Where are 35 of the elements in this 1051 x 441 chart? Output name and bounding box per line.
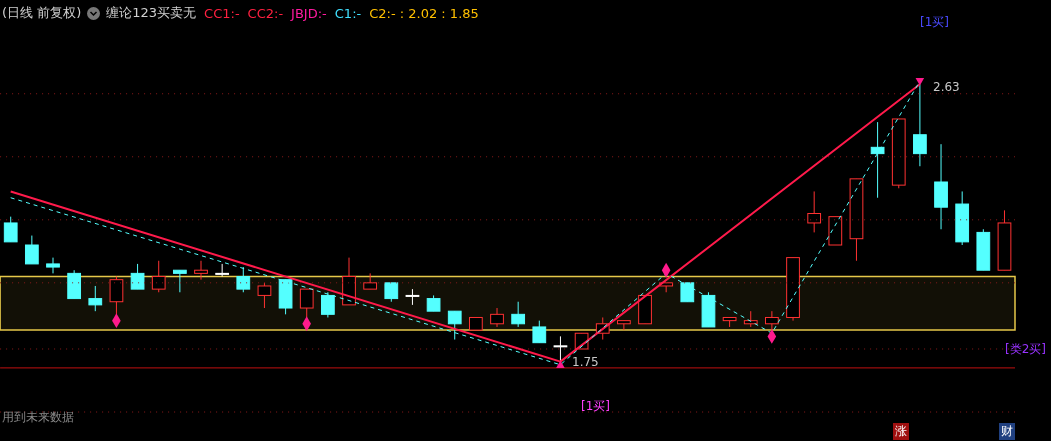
candlestick [130, 263, 145, 290]
candlestick [447, 310, 462, 341]
chart-title: (日线 前复权) [2, 4, 82, 22]
candlestick [24, 235, 39, 265]
candlestick [236, 266, 251, 293]
candlestick [46, 257, 60, 274]
candlestick [617, 320, 631, 331]
text: 用到未来数据 [2, 409, 74, 426]
text: JBJD:- [291, 5, 327, 21]
candlestick [172, 269, 187, 293]
annotation: 1.75 [572, 355, 599, 369]
annotation: [类2买] [1005, 341, 1046, 358]
text: C1:- [334, 5, 362, 21]
candlestick [88, 285, 103, 312]
candlestick [257, 282, 272, 309]
candlestick [384, 282, 399, 303]
candlestick [151, 260, 166, 293]
annotation: 2.63 [933, 80, 960, 94]
candlestick [511, 301, 526, 328]
candlestick [807, 190, 822, 233]
chart-subtitle: 缠论123买卖无 [106, 4, 197, 22]
text: CC1:- [204, 5, 240, 21]
candlestick [532, 320, 547, 344]
candlestick [3, 216, 18, 243]
text: CC2:- [247, 5, 284, 21]
text: 财 [999, 423, 1015, 440]
candlestick [321, 291, 335, 318]
text: 涨 [893, 423, 909, 440]
text: [1买] [920, 14, 949, 31]
candlestick [490, 307, 504, 328]
candlestick [680, 282, 695, 303]
candlestick [870, 121, 885, 199]
candlestick [194, 260, 208, 281]
text: C2:- : 2.02 : 1.85 [369, 5, 479, 21]
text: [1买] [581, 398, 610, 415]
